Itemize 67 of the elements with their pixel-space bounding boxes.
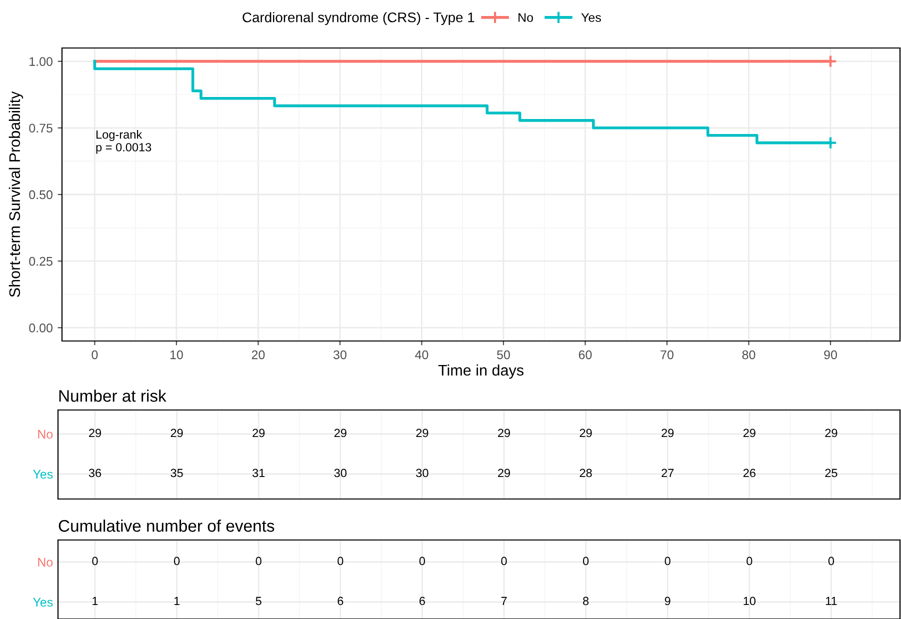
data-label: 29 <box>662 428 674 438</box>
data-label: 0 <box>92 556 98 566</box>
y-tick-label: Yes <box>33 598 53 607</box>
data-label: 0 <box>338 556 344 566</box>
y-tick-label: 0.25 <box>29 256 52 266</box>
data-label: 0 <box>828 556 834 566</box>
data-label: 0 <box>582 556 589 566</box>
data-label: 11 <box>826 596 837 606</box>
data-label: 29 <box>498 428 510 438</box>
x-tick-label: 30 <box>333 350 346 360</box>
y-axis-title: Short-term Survival Probability <box>8 91 24 297</box>
data-label: 0 <box>501 556 507 566</box>
data-label: 36 <box>88 468 102 478</box>
data-label: 7 <box>501 596 507 606</box>
data-label: 0 <box>256 556 262 566</box>
x-tick-label: 80 <box>742 350 756 360</box>
x-tick-label: 90 <box>824 350 837 360</box>
x-axis-title: Time in days <box>438 364 524 379</box>
x-tick-label: 60 <box>578 350 592 360</box>
chart-title: Number at risk <box>59 390 166 402</box>
data-label: 29 <box>334 428 346 438</box>
data-label: 28 <box>580 468 592 478</box>
legend-title: Cardiorenal syndrome (CRS) - Type 1 <box>242 12 474 26</box>
legend-label: No <box>518 13 533 22</box>
data-label: 29 <box>416 428 428 438</box>
data-label: 35 <box>170 468 183 478</box>
legend-label: Yes <box>581 13 601 22</box>
data-label: 29 <box>89 428 102 438</box>
data-label: 6 <box>420 596 425 606</box>
y-tick-label: No <box>38 430 53 439</box>
data-label: 27 <box>662 468 674 478</box>
data-label: 0 <box>664 556 670 566</box>
data-label: 26 <box>743 468 756 478</box>
data-label: 29 <box>170 428 183 438</box>
y-tick-label: No <box>38 558 53 567</box>
x-tick-label: 70 <box>660 350 674 360</box>
y-tick-label: 0.00 <box>29 323 52 332</box>
y-tick-label: 0.75 <box>29 124 52 133</box>
data-label: 30 <box>416 468 428 478</box>
y-tick-label: 0.50 <box>29 190 52 200</box>
data-label: 1 <box>174 596 180 606</box>
data-label: 9 <box>664 596 670 606</box>
y-tick-label: 1.00 <box>30 57 52 66</box>
data-label: 31 <box>252 468 265 478</box>
data-label: 1 <box>92 596 98 606</box>
data-label: 29 <box>498 468 510 478</box>
data-label: 29 <box>825 428 838 438</box>
x-tick-label: 10 <box>170 350 183 360</box>
data-label: 0 <box>746 556 752 566</box>
data-label: 10 <box>744 596 756 606</box>
data-label: 5 <box>256 596 262 606</box>
x-tick-label: 40 <box>415 350 428 360</box>
data-label: 0 <box>174 556 180 566</box>
data-label: 8 <box>583 596 589 606</box>
data-label: 29 <box>580 428 592 438</box>
x-tick-label: 0 <box>92 350 98 360</box>
annotation: Log-rank p = 0.0013 <box>96 130 152 154</box>
y-tick-label: Yes <box>33 470 53 479</box>
data-label: 25 <box>825 468 838 478</box>
x-tick-label: 20 <box>252 350 265 360</box>
data-label: 0 <box>419 556 426 566</box>
data-label: 29 <box>743 428 756 438</box>
x-tick-label: 50 <box>497 350 510 360</box>
data-label: 6 <box>338 596 344 606</box>
data-label: 29 <box>252 428 265 438</box>
data-label: 30 <box>334 468 347 478</box>
chart-title: Cumulative number of events <box>58 520 274 532</box>
